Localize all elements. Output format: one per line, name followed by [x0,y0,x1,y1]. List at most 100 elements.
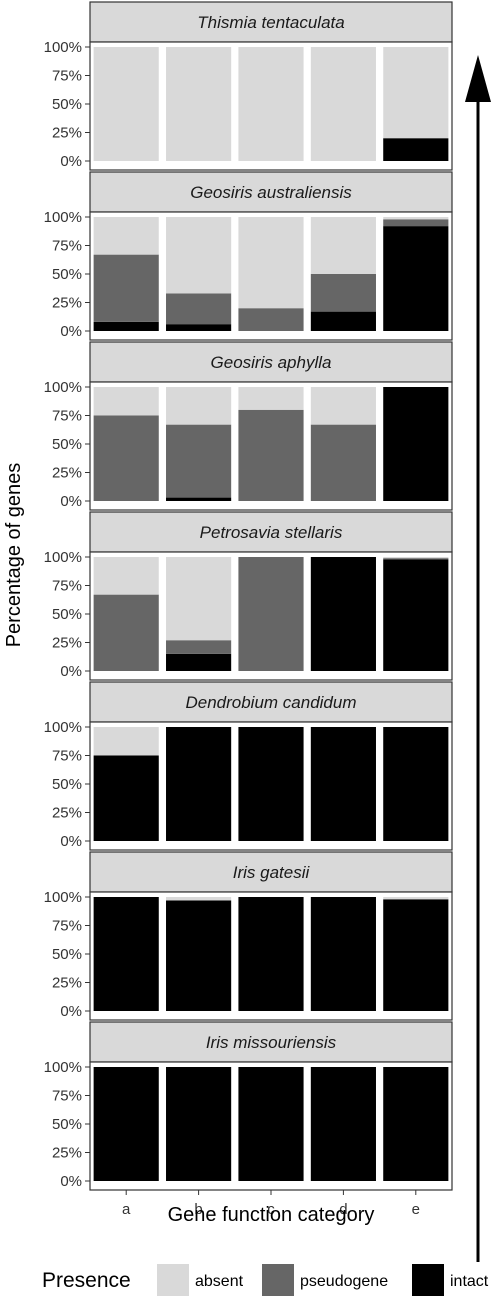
legend-label-intact: intact [450,1273,489,1290]
y-tick-label: 75% [52,918,82,935]
bar-segment-intact [166,1067,232,1181]
bar-segment-pseudogene [166,293,232,325]
y-tick-label: 0% [60,153,82,170]
bar-segment-intact [383,387,449,501]
y-tick-label: 25% [52,1145,82,1162]
bar-segment-intact [383,1067,449,1181]
facet-strip-title: Dendrobium candidum [185,693,356,712]
bar-segment-absent [238,217,304,309]
bar-segment-absent [93,217,159,255]
x-axis: a b c d e [122,1190,420,1218]
y-tick-label: 100% [44,379,82,396]
y-tick-label: 100% [44,209,82,226]
bar-segment-intact [238,1067,304,1181]
bar-segment-pseudogene [166,424,232,498]
facet-strip [89,341,453,383]
x-tick-label: d [339,1201,347,1218]
bar-segment-intact [310,557,376,671]
bar-segment-absent [383,47,449,139]
bar-segment-absent [166,557,232,641]
y-tick-label: 25% [52,635,82,652]
bar-segment-pseudogene [310,274,376,312]
facet-strip-title: Iris missouriensis [206,1033,337,1052]
facet-strip-title: Geosiris australiensis [190,183,352,202]
bar-segment-pseudogene [238,308,304,331]
legend-key-absent [157,1264,189,1296]
bar-segment-absent [310,217,376,274]
bar-segment-absent [93,387,159,416]
bar-segment-intact [166,653,232,671]
y-tick-label: 100% [44,719,82,736]
facet-strip [89,171,453,213]
bar-segment-intact [310,897,376,1011]
bar-segment-intact [166,900,232,1011]
y-tick-label: 100% [44,889,82,906]
y-tick-label: 75% [52,238,82,255]
facet-panel: Geosiris aphylla 0% 25% 50% 75% 100% [44,341,453,511]
y-tick-label: 100% [44,549,82,566]
y-tick-label: 50% [52,266,82,283]
y-tick-label: 25% [52,125,82,142]
trend-arrow [465,55,491,1262]
y-tick-label: 50% [52,96,82,113]
bar-segment-intact [238,727,304,841]
bar-segment-intact [383,727,449,841]
legend-title: Presence [42,1269,131,1292]
bar-segment-pseudogene [93,415,159,501]
x-tick-label: b [194,1201,202,1218]
bar-segment-absent [166,897,232,901]
bar-segment-absent [238,387,304,410]
bar-segment-intact [166,497,232,501]
y-tick-label: 100% [44,1059,82,1076]
facet-strip-title: Petrosavia stellaris [200,523,343,542]
bar-segment-absent [238,47,304,161]
bar-segment-pseudogene [93,594,159,671]
x-tick-label: c [267,1201,275,1218]
trend-arrow-head [465,55,491,102]
facet-panel: Dendrobium candidum 0% 25% 50% 75% 100% [44,681,453,851]
y-tick-label: 25% [52,295,82,312]
bar-segment-intact [310,727,376,841]
y-tick-label: 75% [52,68,82,85]
y-tick-label: 25% [52,975,82,992]
facet-panel: Thismia tentaculata 0% 25% 50% 75% 100% [44,1,453,171]
facet-strip [89,1021,453,1063]
legend: Presence absent pseudogene intact [42,1264,489,1296]
bar-segment-intact [93,897,159,1011]
bar-segment-intact [166,324,232,331]
x-axis-title: Gene function category [168,1204,375,1226]
y-tick-label: 100% [44,39,82,56]
facet-strip [89,681,453,723]
facet-strip-title: Iris gatesii [233,863,311,882]
y-tick-label: 50% [52,946,82,963]
legend-key-intact [412,1264,444,1296]
bar-segment-intact [310,311,376,331]
y-tick-label: 0% [60,663,82,680]
y-tick-label: 25% [52,805,82,822]
y-tick-label: 0% [60,833,82,850]
bar-segment-intact [93,755,159,841]
bar-segment-intact [383,899,449,1011]
y-tick-label: 0% [60,493,82,510]
bar-segment-intact [310,1067,376,1181]
y-tick-label: 50% [52,1116,82,1133]
y-tick-label: 50% [52,776,82,793]
facet-panel: Iris gatesii 0% 25% 50% 75% 100% [44,851,453,1021]
facet-strip-title: Thismia tentaculata [197,13,344,32]
bar-segment-pseudogene [238,409,304,501]
bar-segment-pseudogene [93,254,159,322]
y-tick-label: 75% [52,1088,82,1105]
bar-segment-intact [238,897,304,1011]
bar-segment-pseudogene [383,558,449,560]
bar-segment-intact [383,226,449,331]
bar-segment-absent [166,47,232,161]
facet-panels: Thismia tentaculata0%25%50%75%100%Geosir… [44,1,453,1191]
bar-segment-absent [383,557,449,559]
facet-strip [89,1,453,43]
bar-segment-absent [310,387,376,425]
bar-segment-absent [383,897,449,900]
bar-segment-absent [93,557,159,595]
y-tick-label: 0% [60,1173,82,1190]
y-tick-label: 75% [52,748,82,765]
